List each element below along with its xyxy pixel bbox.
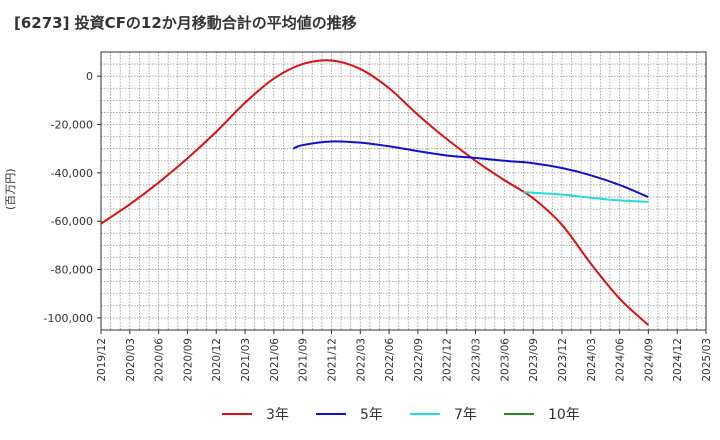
x-tick-label: 2025/03 xyxy=(701,338,713,382)
x-tick-label: 2021/09 xyxy=(298,338,310,382)
x-tick-label: 2024/06 xyxy=(615,338,627,382)
legend: 3年 5年 7年 10年 xyxy=(222,407,580,423)
x-tick-label: 2023/12 xyxy=(557,338,569,382)
x-tick-label: 2020/06 xyxy=(154,338,166,382)
x-tick-label: 2022/09 xyxy=(413,338,425,382)
series-line-1 xyxy=(292,140,649,198)
x-tick-label: 2020/03 xyxy=(125,338,137,382)
x-tick-label: 2019/12 xyxy=(96,338,108,382)
x-tick-label: 2021/12 xyxy=(326,338,338,382)
x-tick-label: 2023/09 xyxy=(528,338,540,382)
x-tick-label: 2021/03 xyxy=(240,338,252,382)
x-tick-label: 2023/06 xyxy=(499,338,511,382)
y-tick-label: 0 xyxy=(86,70,93,83)
series-line-0 xyxy=(100,59,650,326)
plot-background xyxy=(101,52,706,330)
x-tick-label: 2022/03 xyxy=(355,338,367,382)
plot-frame xyxy=(100,51,707,331)
x-tick-label: 2024/09 xyxy=(643,338,655,382)
series-lines xyxy=(100,59,650,326)
x-tick-label: 2023/03 xyxy=(471,338,483,382)
legend-label-3: 10年 xyxy=(548,407,580,423)
x-tick-label: 2020/12 xyxy=(211,338,223,382)
y-tick-label: -80,000 xyxy=(51,264,93,277)
x-tick-label: 2024/12 xyxy=(672,338,684,382)
x-ticks: 2019/12 2020/03 2020/06 2020/09 2020/12 2021/… xyxy=(96,330,713,382)
legend-label-0: 3年 xyxy=(266,407,289,423)
series-line-2 xyxy=(523,191,649,203)
y-tick-label: -60,000 xyxy=(51,215,93,228)
chart-title: [6273] 投資CFの12か月移動合計の平均値の推移 xyxy=(14,14,357,32)
x-tick-label: 2022/12 xyxy=(442,338,454,382)
x-tick-label: 2020/09 xyxy=(182,338,194,382)
y-tick-label: -20,000 xyxy=(51,119,93,132)
grid-lines xyxy=(101,52,706,330)
y-tick-label: -40,000 xyxy=(51,167,93,180)
x-tick-label: 2024/03 xyxy=(586,338,598,382)
y-tick-label: -100,000 xyxy=(44,312,93,325)
x-tick-label: 2021/06 xyxy=(269,338,281,382)
legend-label-2: 7年 xyxy=(454,407,477,423)
x-tick-label: 2022/06 xyxy=(384,338,396,382)
legend-label-1: 5年 xyxy=(360,407,383,423)
y-ticks: 0 -20,000 -40,000 -60,000 -80,000 -100,000 xyxy=(44,70,101,325)
